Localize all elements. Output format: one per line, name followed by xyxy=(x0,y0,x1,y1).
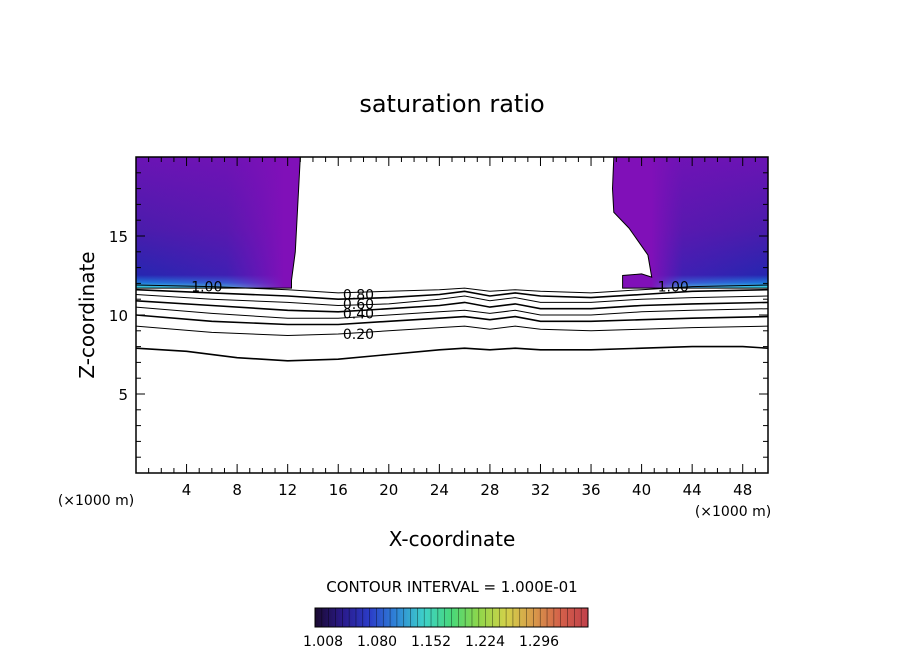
contour-line xyxy=(136,294,768,307)
contour-lines xyxy=(136,284,768,362)
filled-region-right-shade xyxy=(612,157,768,289)
x-tick-label: 4 xyxy=(182,481,192,499)
x-axis-label: X-coordinate xyxy=(389,527,516,551)
contour-line xyxy=(136,288,768,301)
x-tick-label: 40 xyxy=(632,481,651,499)
x-tick-label: 16 xyxy=(329,481,348,499)
x-tick-label: 20 xyxy=(379,481,398,499)
colorbar-tick-label: 1.224 xyxy=(465,634,505,650)
y-tick-label: 15 xyxy=(109,228,128,246)
y-tick-label: 5 xyxy=(118,386,128,404)
x-unit-right: (×1000 m) xyxy=(695,504,771,520)
x-tick-label: 36 xyxy=(581,481,600,499)
filled-region-left-outline xyxy=(136,157,301,289)
x-tick-label: 24 xyxy=(430,481,449,499)
contour-interval-text: CONTOUR INTERVAL = 1.000E-01 xyxy=(326,578,577,596)
contour-line xyxy=(136,325,768,337)
contour-label: 0.20 xyxy=(343,327,374,343)
chart-title: saturation ratio xyxy=(359,90,544,118)
x-tick-label: 44 xyxy=(683,481,702,499)
x-unit-left: (×1000 m) xyxy=(58,493,134,509)
contour-label: 0.80 xyxy=(343,287,374,303)
y-tick-label: 10 xyxy=(109,307,128,325)
contour-line xyxy=(136,284,768,294)
colorbar-tick-label: 1.008 xyxy=(303,634,343,650)
contour-line xyxy=(136,300,768,313)
colorbar-ticks: 1.008 1.080 1.152 1.224 1.296 xyxy=(303,608,582,650)
contour-line xyxy=(136,314,768,326)
x-tick-label: 28 xyxy=(480,481,499,499)
colorbar-tick-label: 1.080 xyxy=(357,634,397,650)
contour-label: 1.00 xyxy=(658,280,689,296)
colorbar-tick-label: 1.296 xyxy=(519,634,559,650)
x-tick-label: 32 xyxy=(531,481,550,499)
contour-label: 0.40 xyxy=(343,306,374,322)
contour-line xyxy=(136,306,768,319)
contour-line xyxy=(136,345,768,362)
y-axis-label: Z-coordinate xyxy=(75,251,99,378)
filled-region-right-outline xyxy=(611,157,768,289)
x-tick-label: 48 xyxy=(733,481,752,499)
contour-label: 0.60 xyxy=(343,297,374,313)
filled-region-left-shade xyxy=(136,157,301,289)
colorbar-tick-label: 1.152 xyxy=(411,634,451,650)
contour-labels: 1.00 1.00 0.800.600.40 0.20 xyxy=(191,280,689,343)
filled-regions xyxy=(136,157,768,289)
contour-label: 1.00 xyxy=(191,280,222,296)
x-tick-label: 8 xyxy=(232,481,242,499)
x-tick-label: 12 xyxy=(278,481,297,499)
